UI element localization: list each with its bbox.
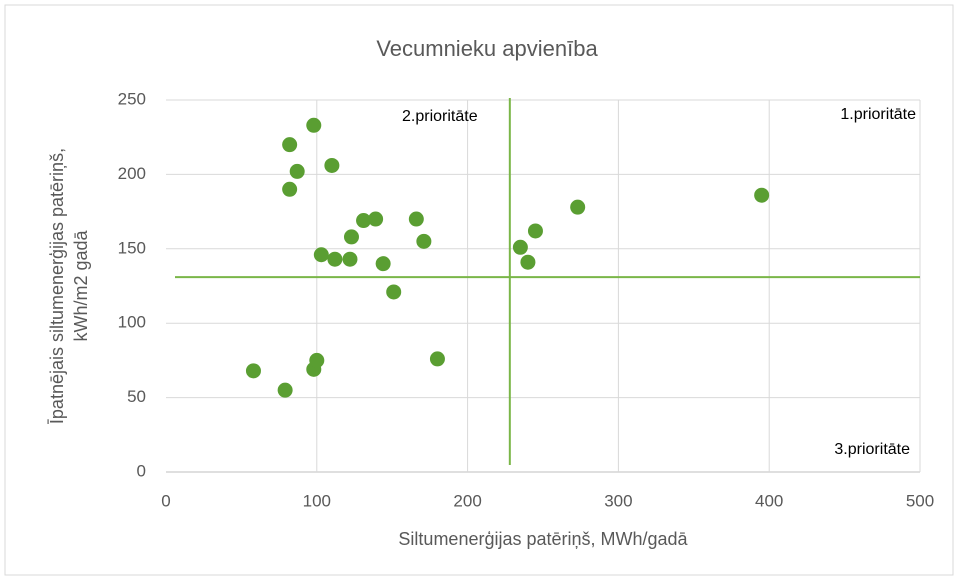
point bbox=[375, 256, 391, 272]
point bbox=[416, 233, 432, 249]
y-tick-label: 250 bbox=[118, 89, 146, 108]
point bbox=[754, 187, 770, 203]
point bbox=[309, 352, 325, 368]
x-tick-label: 100 bbox=[303, 491, 331, 510]
point bbox=[512, 239, 528, 255]
y-axis-title-line: kWh/m2 gadā bbox=[71, 229, 91, 341]
point bbox=[277, 382, 293, 398]
x-tick-label: 500 bbox=[906, 491, 934, 510]
point bbox=[327, 251, 343, 267]
point bbox=[570, 199, 586, 215]
point bbox=[282, 181, 298, 197]
chart-frame bbox=[4, 4, 954, 576]
chart-title: Vecumnieku apvienība bbox=[376, 36, 598, 61]
y-tick-label: 50 bbox=[127, 387, 146, 406]
point bbox=[520, 254, 536, 270]
quadrant-label: 2.prioritāte bbox=[402, 108, 478, 125]
point bbox=[342, 251, 358, 267]
y-tick-label: 150 bbox=[118, 238, 146, 257]
point bbox=[245, 363, 261, 379]
point bbox=[306, 117, 322, 133]
y-axis-title: Īpatnējais siltumenerģijas patēriņš, kWh… bbox=[47, 148, 91, 424]
point bbox=[313, 247, 329, 263]
x-tick-label: 200 bbox=[453, 491, 481, 510]
x-tick-label: 0 bbox=[161, 491, 170, 510]
quadrant-label: 3.prioritāte bbox=[834, 441, 910, 458]
x-tick-label: 300 bbox=[604, 491, 632, 510]
point bbox=[289, 163, 305, 179]
point bbox=[356, 213, 372, 229]
point bbox=[282, 137, 298, 153]
point bbox=[368, 211, 384, 227]
point bbox=[408, 211, 424, 227]
quadrant-label: 1.prioritāte bbox=[840, 106, 916, 123]
point bbox=[527, 223, 543, 239]
point bbox=[324, 157, 340, 173]
y-tick-label: 0 bbox=[137, 461, 146, 480]
point bbox=[429, 351, 445, 367]
y-tick-label: 100 bbox=[118, 313, 146, 332]
x-axis-title: Siltumenerģijas patēriņš, MWh/gadā bbox=[398, 529, 688, 549]
y-axis-title-line: Īpatnējais siltumenerģijas patēriņš, bbox=[47, 148, 67, 424]
point bbox=[343, 229, 359, 245]
x-tick-label: 400 bbox=[755, 491, 783, 510]
point bbox=[386, 284, 402, 300]
y-tick-label: 200 bbox=[118, 164, 146, 183]
